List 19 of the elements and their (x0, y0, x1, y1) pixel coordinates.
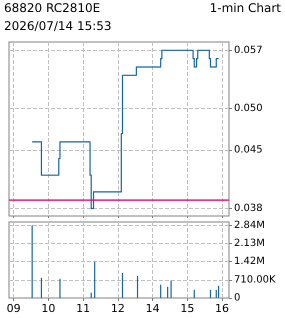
x-tick-label: 12 (110, 302, 125, 315)
y-tick-label: 0.057 (234, 44, 263, 56)
y-tick-label: 2.84M (234, 220, 265, 231)
x-tick-label: 16 (215, 302, 230, 315)
y-tick-label: 0.045 (234, 144, 263, 156)
chart-subtitle: 2026/07/14 15:53 (4, 19, 112, 33)
y-tick-label: 0 (234, 292, 240, 304)
x-tick-label: 14 (146, 302, 160, 315)
chart-title: 68820 RC2810E (4, 1, 100, 15)
x-tick-label: 09 (6, 302, 21, 315)
x-tick-label: 15 (180, 302, 194, 315)
x-tick-label: 11 (76, 302, 90, 315)
x-tick-label: 10 (41, 302, 56, 315)
y-tick-label: 1.42M (234, 256, 265, 268)
text: 1-min Chart (210, 1, 282, 15)
y-tick-label: 0.038 (234, 203, 263, 214)
y-tick-label: 710.00K (234, 274, 276, 286)
y-tick-label: 2.13M (234, 238, 265, 249)
y-tick-label: 0.050 (234, 103, 263, 114)
